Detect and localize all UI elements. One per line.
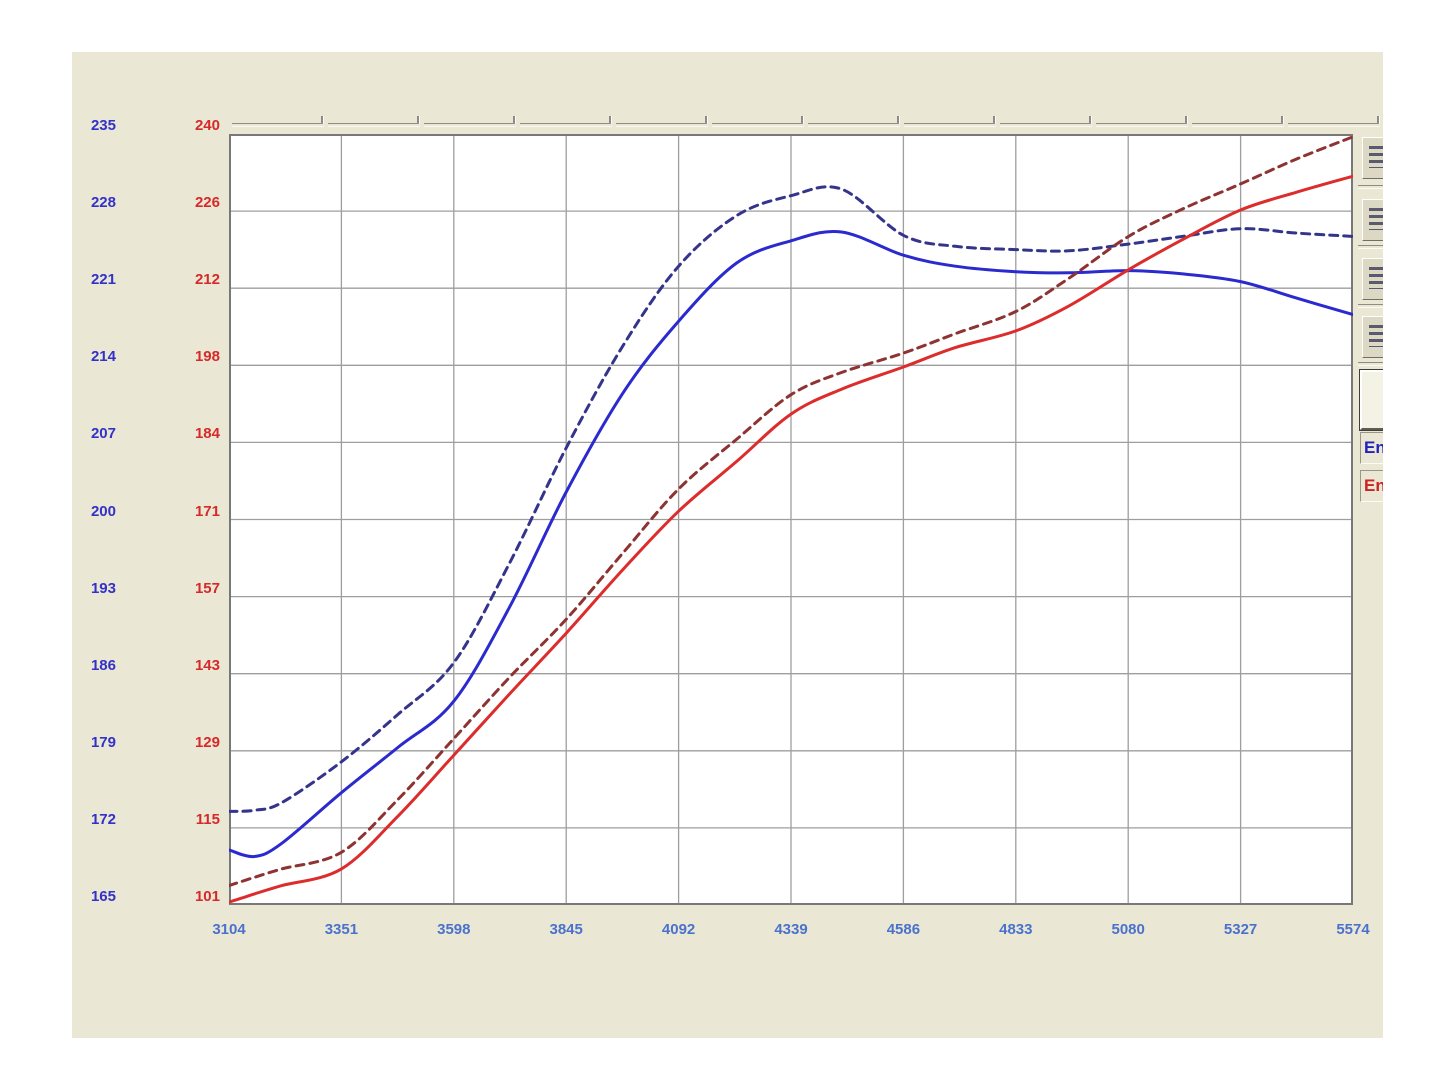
ruler-segment <box>424 116 516 127</box>
y-left-tick-label: 193 <box>90 579 116 597</box>
y-left-tick-label: 235 <box>90 117 116 134</box>
panel-divider <box>1358 304 1383 308</box>
x-tick-label: 4092 <box>661 921 696 938</box>
red-dashed-run <box>229 135 1353 888</box>
y-right-tick-label: 157 <box>194 579 220 597</box>
y-left-tick-label: 179 <box>90 733 116 751</box>
panel-divider <box>1358 185 1383 189</box>
red-solid-run <box>229 174 1353 904</box>
ruler-segment <box>1000 116 1092 127</box>
graph-option-icon <box>1369 267 1383 289</box>
panel-button-2[interactable] <box>1362 199 1383 241</box>
y-right-tick-label: 129 <box>194 733 220 751</box>
ruler-segment <box>520 116 612 127</box>
ruler-tick <box>321 116 324 124</box>
panel-button-3[interactable] <box>1362 258 1383 300</box>
y-left-tick-label: 228 <box>90 194 116 212</box>
ruler-tick <box>801 116 804 124</box>
y-right-tick-label: 101 <box>194 888 220 905</box>
ruler-segment <box>1192 116 1284 127</box>
ruler-tick <box>513 116 516 124</box>
y-right-tick-label: 171 <box>194 502 220 520</box>
panel-button-4[interactable] <box>1362 316 1383 358</box>
panel-divider <box>1358 245 1383 249</box>
blue-solid-run <box>229 229 1353 859</box>
ruler-segment <box>712 116 804 127</box>
y-left-tick-label: 172 <box>90 810 116 828</box>
right-toolbar-panel: En En <box>1358 112 1383 1032</box>
plot-area <box>229 134 1353 905</box>
y-right-tick-label: 212 <box>194 271 220 289</box>
ruler-tick <box>609 116 612 124</box>
panel-big-button[interactable] <box>1360 370 1383 430</box>
x-tick-label: 3598 <box>437 921 471 938</box>
y-right-tick-label: 115 <box>195 810 220 828</box>
ruler-tick <box>993 116 996 124</box>
y-right-tick-label: 143 <box>194 656 220 674</box>
ruler-tick <box>705 116 708 124</box>
x-tick-label: 5574 <box>1336 921 1370 938</box>
y-left-tick-label: 200 <box>90 502 116 520</box>
y-right-tick-label: 226 <box>194 194 220 212</box>
x-tick-label: 5327 <box>1223 921 1258 938</box>
panel-divider <box>1358 362 1383 366</box>
x-tick-label: 3845 <box>549 921 583 938</box>
dyno-graph-window: 235 228 221 214 207 200 193 186 179 172 165 240 226… <box>72 52 1383 1038</box>
y-right-tick-label: 184 <box>194 425 220 443</box>
graph-option-icon <box>1369 146 1383 168</box>
ruler-tick <box>1281 116 1284 124</box>
ruler-segment <box>904 116 996 127</box>
y-left-tick-label: 165 <box>90 888 116 905</box>
dyno-chart <box>229 134 1353 905</box>
y-right-tick-label: 198 <box>194 348 220 366</box>
x-tick-label: 4586 <box>886 921 921 938</box>
ruler-tick <box>1089 116 1092 124</box>
x-tick-label: 4339 <box>774 921 808 938</box>
graph-option-icon <box>1369 325 1383 347</box>
ruler-segment <box>1096 116 1188 127</box>
y-left-tick-label: 207 <box>90 425 116 443</box>
ruler-tick <box>1377 116 1380 124</box>
legend-field-red: En <box>1360 470 1383 502</box>
ruler-tick <box>1185 116 1188 124</box>
ruler-segment <box>232 116 324 127</box>
y-left-tick-label: 221 <box>90 271 116 289</box>
x-tick-label: 3351 <box>324 921 359 938</box>
plot-border <box>229 134 1353 905</box>
ruler-tick <box>417 116 420 124</box>
x-tick-label: 4833 <box>999 921 1033 938</box>
x-tick-label: 5080 <box>1111 921 1145 938</box>
legend-field-blue: En <box>1360 432 1383 464</box>
y-right-tick-label: 240 <box>194 117 220 134</box>
ruler-segment <box>616 116 708 127</box>
blue-dashed-run <box>229 185 1353 813</box>
x-tick-label: 3104 <box>212 921 246 938</box>
ruler-segment <box>1288 116 1380 127</box>
ruler-segment <box>328 116 420 127</box>
panel-button-1[interactable] <box>1362 137 1383 179</box>
ruler-segment <box>808 116 900 127</box>
y-left-tick-label: 214 <box>90 348 116 366</box>
ruler-tick <box>897 116 900 124</box>
graph-option-icon <box>1369 208 1383 230</box>
y-left-tick-label: 186 <box>90 656 116 674</box>
